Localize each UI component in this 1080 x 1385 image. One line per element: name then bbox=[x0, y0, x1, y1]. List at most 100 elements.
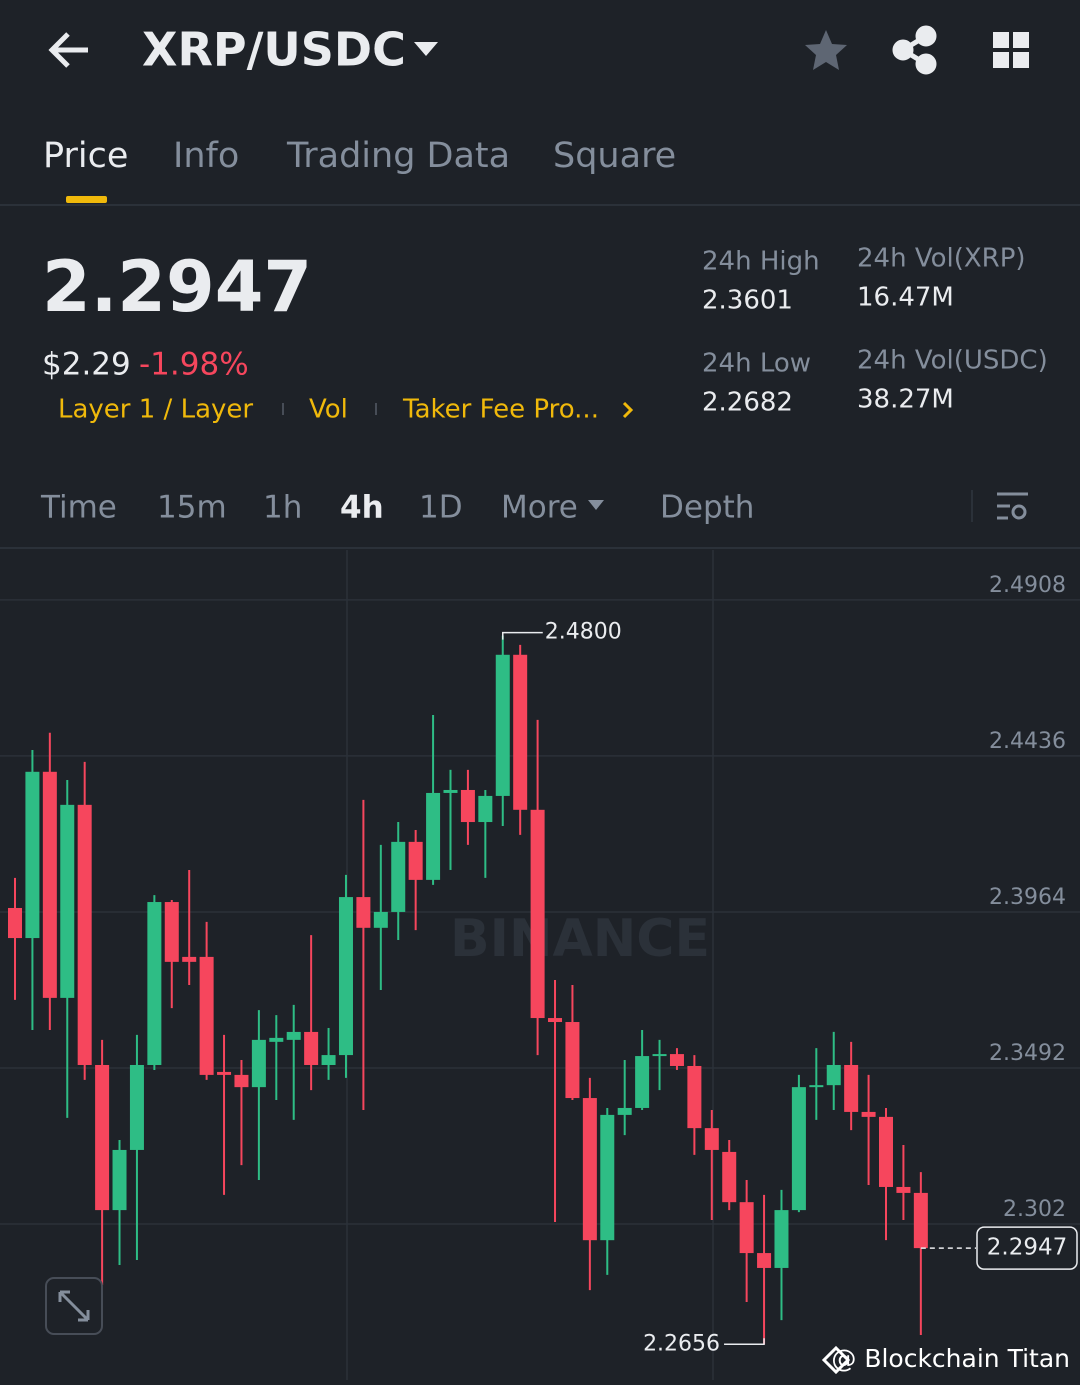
candle-body bbox=[286, 1031, 301, 1040]
candle-body bbox=[669, 1054, 684, 1066]
credit: @ Blockchain Titan bbox=[831, 1344, 1070, 1373]
candle-body bbox=[809, 1085, 824, 1088]
grid-menu[interactable] bbox=[993, 32, 1029, 68]
favorite-button[interactable] bbox=[805, 30, 847, 70]
candle-body bbox=[199, 956, 214, 1075]
candle-body bbox=[896, 1186, 911, 1193]
candle-body bbox=[844, 1064, 859, 1112]
stat-label: 24h Low bbox=[702, 349, 811, 379]
tag-separator bbox=[282, 403, 284, 415]
interval[interactable]: 1h bbox=[263, 490, 302, 526]
back-button[interactable] bbox=[48, 32, 88, 68]
candle-body bbox=[408, 841, 423, 880]
candle-body bbox=[95, 1064, 110, 1211]
pair-title[interactable]: XRP/USDC bbox=[142, 23, 406, 77]
fiat-price: $2.29 bbox=[42, 347, 131, 383]
candle-body bbox=[217, 1071, 232, 1075]
candle-body bbox=[704, 1128, 719, 1150]
chart-settings[interactable] bbox=[997, 492, 1028, 520]
last-price-label: 2.2947 bbox=[987, 1235, 1067, 1261]
candle-body bbox=[42, 771, 57, 998]
tab[interactable]: Trading Data bbox=[286, 136, 510, 176]
candle-body bbox=[251, 1039, 266, 1088]
min-label: 2.2656 bbox=[643, 1331, 720, 1356]
candle-body bbox=[565, 1022, 580, 1099]
tag[interactable]: Taker Fee Pro... bbox=[402, 395, 599, 425]
candle-body bbox=[652, 1054, 667, 1057]
candle-body bbox=[164, 902, 179, 962]
stat-label: 24h High bbox=[702, 247, 820, 277]
candle-body bbox=[147, 902, 162, 1065]
interval[interactable]: 15m bbox=[157, 490, 227, 526]
y-tick-label: 2.4908 bbox=[989, 573, 1066, 598]
candle-body bbox=[426, 792, 441, 880]
fullscreen-icon bbox=[58, 1290, 90, 1322]
candle-body bbox=[373, 911, 388, 928]
candle-body bbox=[530, 809, 545, 1019]
watermark: BINANCE bbox=[450, 909, 710, 969]
interval[interactable]: Depth bbox=[660, 490, 754, 526]
share-button[interactable] bbox=[892, 25, 937, 75]
tab[interactable]: Price bbox=[43, 136, 128, 176]
tags-more[interactable] bbox=[622, 401, 634, 419]
stat-value: 2.3601 bbox=[702, 286, 793, 316]
overlay: 2.4800 2.2656 2.2947 bbox=[502, 620, 1078, 1356]
tab[interactable]: Square bbox=[553, 136, 676, 176]
candle-body bbox=[739, 1202, 754, 1254]
candle-body bbox=[77, 804, 92, 1065]
price-change: -1.98% bbox=[139, 347, 249, 383]
candle-body bbox=[774, 1210, 789, 1268]
candle-body bbox=[321, 1055, 336, 1065]
last-price-box bbox=[976, 1226, 1078, 1270]
interval[interactable]: 1D bbox=[419, 490, 463, 526]
candle-body bbox=[861, 1111, 876, 1117]
candle-body bbox=[495, 654, 510, 796]
candle-body bbox=[356, 897, 371, 928]
tag[interactable]: Layer 1 / Layer bbox=[58, 395, 253, 425]
interval[interactable]: Time bbox=[40, 490, 117, 526]
pair-dropdown[interactable] bbox=[414, 42, 438, 56]
stat-value: 2.2682 bbox=[702, 388, 793, 418]
candle-body bbox=[391, 841, 406, 912]
candle-body bbox=[338, 897, 353, 1056]
y-tick-label: 2.4436 bbox=[989, 729, 1066, 754]
candle-body bbox=[879, 1116, 893, 1187]
stat-value: 38.27M bbox=[857, 385, 954, 415]
candle-body bbox=[600, 1114, 615, 1241]
y-tick-label: 2.3964 bbox=[989, 885, 1066, 910]
candle-body bbox=[269, 1037, 284, 1042]
candle-body bbox=[826, 1064, 841, 1086]
interval-active[interactable]: 4h bbox=[340, 490, 384, 526]
candle-body bbox=[791, 1087, 806, 1211]
tag-separator bbox=[375, 403, 377, 415]
candles bbox=[8, 635, 928, 1345]
candle-body bbox=[913, 1192, 928, 1249]
candle-body bbox=[234, 1074, 249, 1088]
credit-icon bbox=[821, 1345, 851, 1375]
interval[interactable]: More bbox=[501, 490, 578, 526]
candle-body bbox=[722, 1151, 737, 1203]
max-label: 2.4800 bbox=[545, 620, 622, 645]
tab[interactable]: Info bbox=[173, 136, 239, 176]
candle-body bbox=[460, 789, 475, 823]
grid: 2.4908 2.4436 2.3964 2.3492 2.302 bbox=[0, 573, 1080, 1225]
candle-body bbox=[129, 1064, 144, 1150]
candle-body bbox=[582, 1098, 597, 1241]
y-tick-label: 2.302 bbox=[1003, 1197, 1066, 1222]
candle-body bbox=[617, 1107, 632, 1115]
candle-body bbox=[478, 795, 493, 823]
stat-value: 16.47M bbox=[857, 283, 954, 313]
fullscreen-button[interactable] bbox=[45, 1277, 103, 1335]
tag[interactable]: Vol bbox=[309, 395, 348, 425]
candle-body bbox=[60, 804, 75, 998]
candle-body bbox=[687, 1065, 702, 1129]
min-leader bbox=[724, 1338, 765, 1346]
candle-body bbox=[304, 1031, 319, 1065]
stat-label: 24h Vol(USDC) bbox=[857, 346, 1048, 376]
candle-body bbox=[112, 1149, 127, 1211]
candle-body bbox=[182, 956, 197, 962]
candle-body bbox=[513, 654, 528, 810]
candle-body bbox=[443, 789, 458, 793]
more-dropdown[interactable] bbox=[588, 500, 604, 510]
